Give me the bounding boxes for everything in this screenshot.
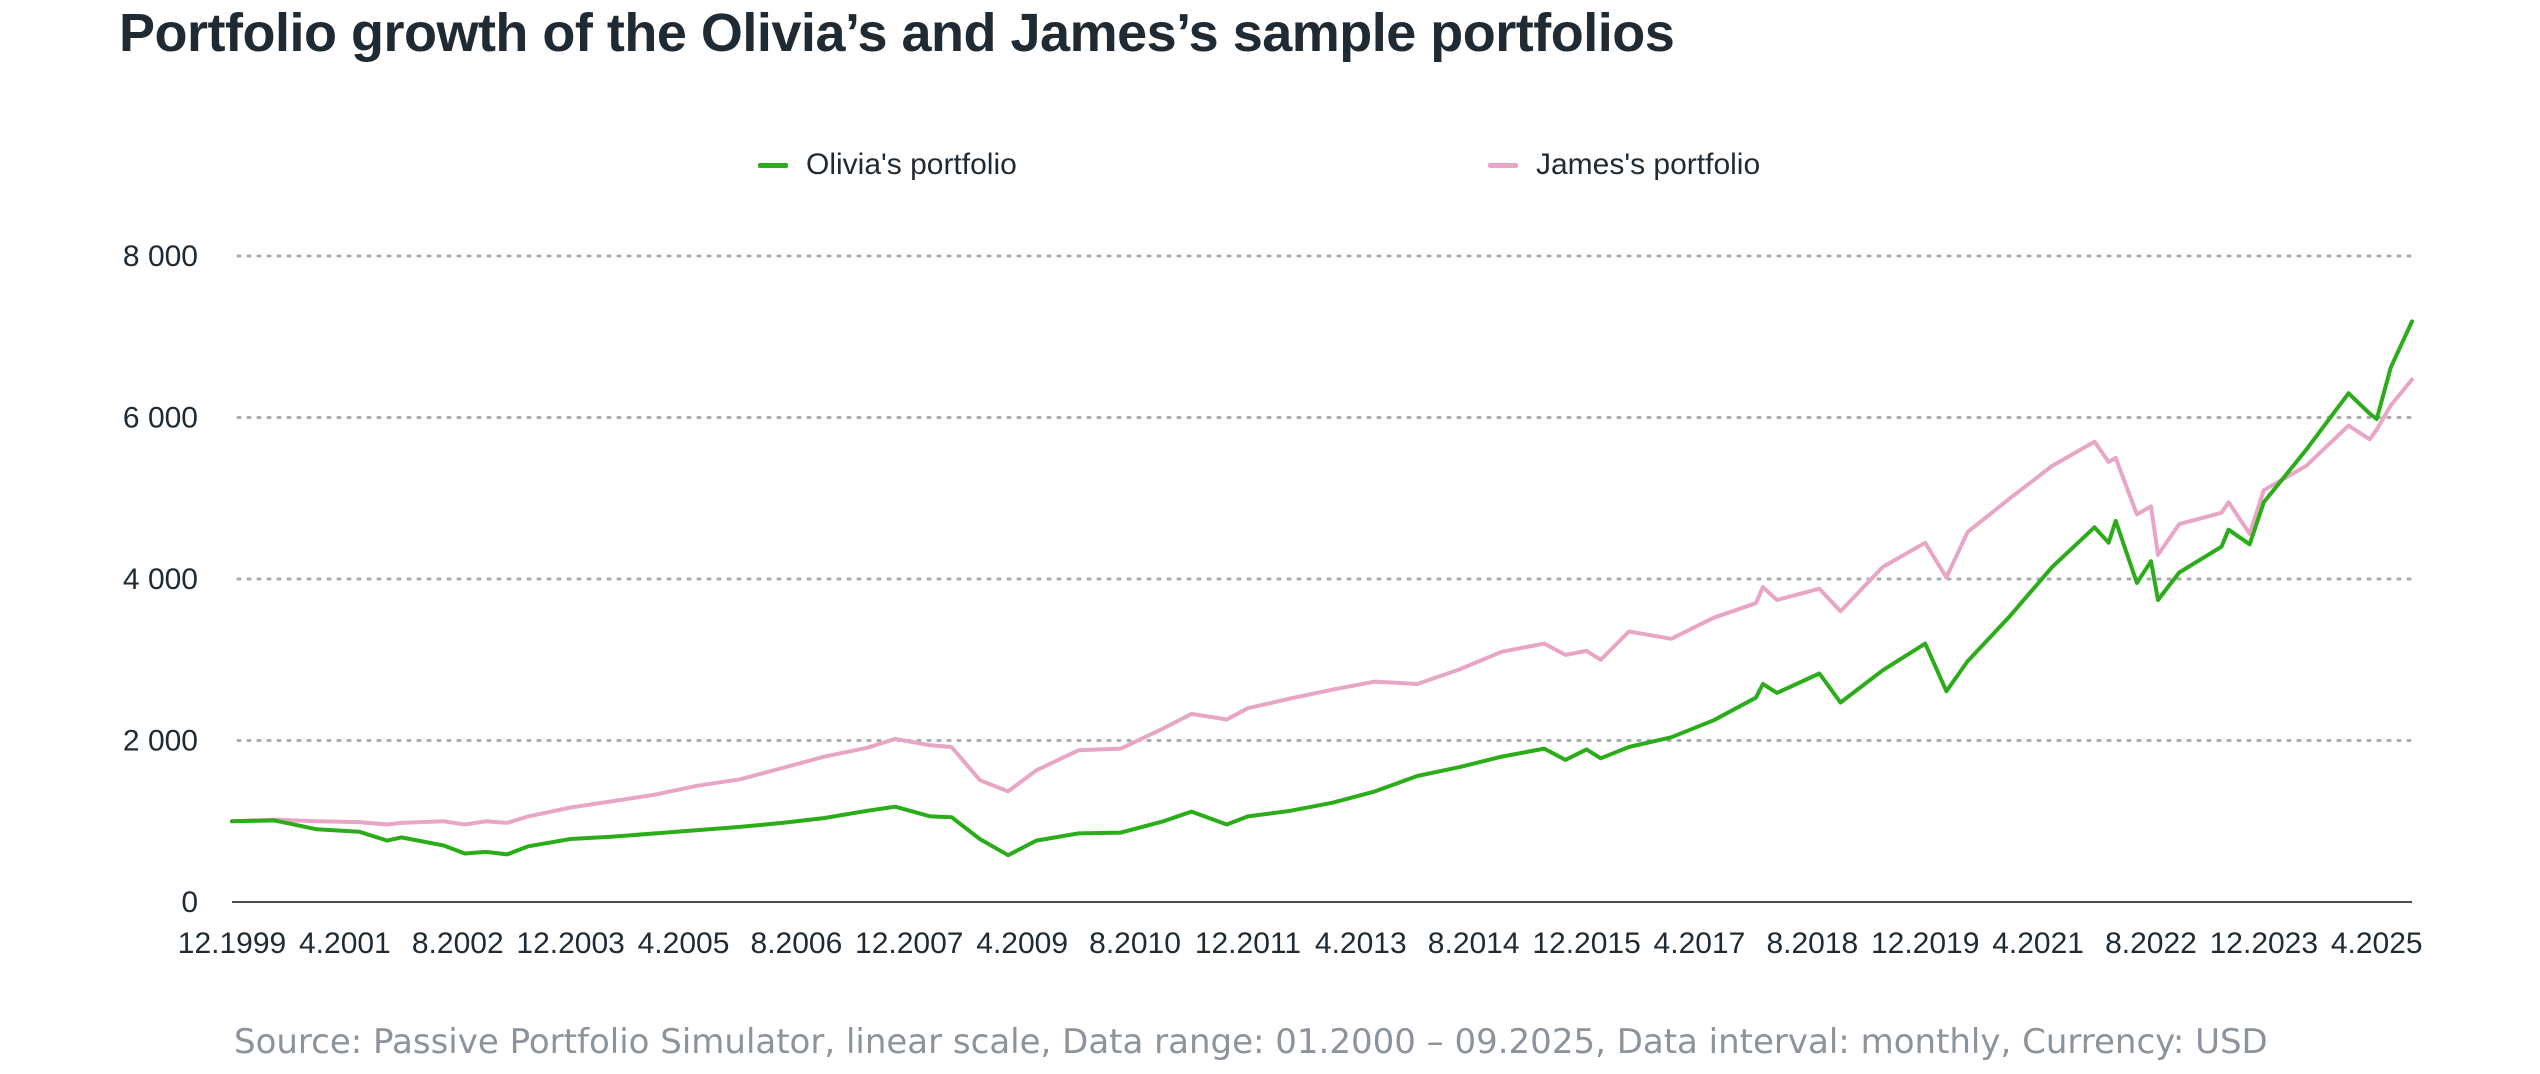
x-tick-label: 4.2017 xyxy=(1654,927,1746,960)
x-tick-label: 4.2009 xyxy=(976,927,1068,960)
x-tick-label: 8.2010 xyxy=(1089,927,1181,960)
x-tick-label: 8.2006 xyxy=(751,927,843,960)
y-tick-label: 2 000 xyxy=(123,725,198,758)
x-tick-label: 8.2014 xyxy=(1428,927,1520,960)
x-tick-label: 12.2007 xyxy=(855,927,963,960)
x-tick-label: 12.2019 xyxy=(1871,927,1979,960)
legend-label-olivia: Olivia's portfolio xyxy=(806,148,1017,181)
x-tick-label: 8.2022 xyxy=(2105,927,2197,960)
legend-item-james[interactable]: James's portfolio xyxy=(1488,148,1760,182)
legend-label-james: James's portfolio xyxy=(1536,148,1761,181)
y-tick-label: 0 xyxy=(181,886,198,919)
x-tick-label: 12.2023 xyxy=(2210,927,2318,960)
legend-swatch-james xyxy=(1488,162,1518,168)
x-tick-label: 8.2002 xyxy=(412,927,504,960)
x-tick-label: 4.2005 xyxy=(638,927,730,960)
series-line-james xyxy=(230,377,2414,827)
line-chart: 0 2 000 4 000 6 000 8 000 12.1999 4.2001 8.2002… xyxy=(123,240,2423,960)
series-line-olivia xyxy=(230,319,2414,858)
legend-swatch-olivia xyxy=(758,162,788,168)
legend-item-olivia[interactable]: Olivia's portfolio xyxy=(758,148,1017,182)
x-tick-label: 4.2013 xyxy=(1315,927,1407,960)
source-note: Source: Passive Portfolio Simulator, lin… xyxy=(234,1022,2268,1062)
x-tick-label: 12.2011 xyxy=(1195,927,1301,960)
y-tick-label: 6 000 xyxy=(123,402,198,435)
y-tick-label: 8 000 xyxy=(123,240,198,273)
x-tick-label: 12.2015 xyxy=(1532,927,1640,960)
y-tick-label: 4 000 xyxy=(123,563,198,596)
x-tick-label: 8.2018 xyxy=(1766,927,1858,960)
x-tick-label: 12.1999 xyxy=(178,927,286,960)
x-tick-label: 4.2021 xyxy=(1992,927,2084,960)
x-tick-label: 4.2001 xyxy=(299,927,391,960)
chart-title: Portfolio growth of the Olivia’s and Jam… xyxy=(119,3,1675,63)
x-tick-label: 4.2025 xyxy=(2331,927,2423,960)
x-tick-label: 12.2003 xyxy=(516,927,624,960)
